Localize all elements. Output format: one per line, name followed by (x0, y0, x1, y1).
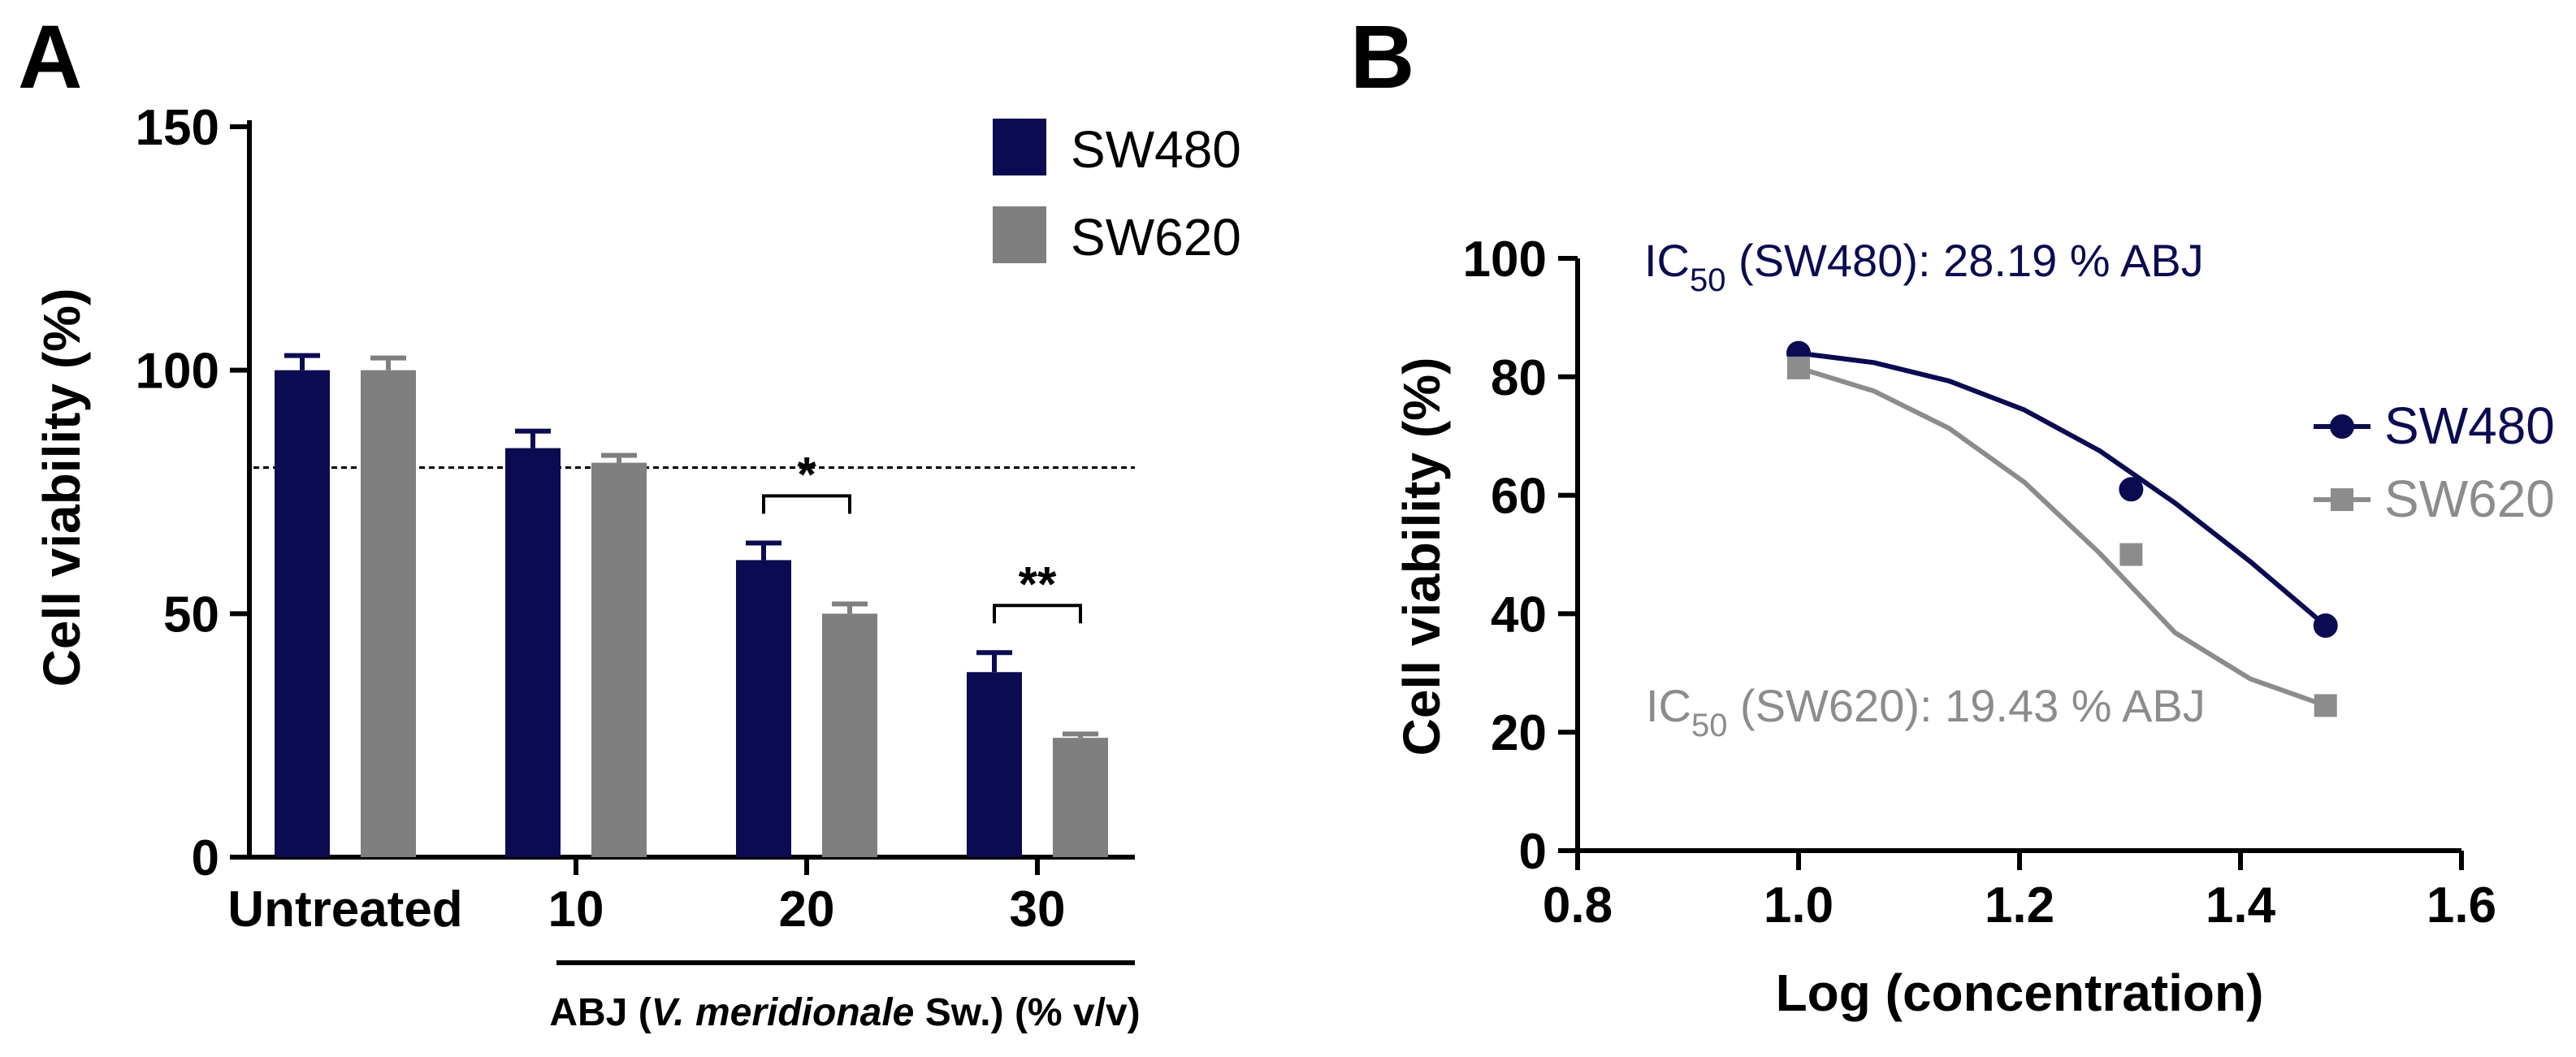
x-tick-label: 1.6 (2427, 877, 2496, 934)
y-tick-label: 20 (1491, 705, 1547, 761)
bar-sw480-20 (736, 560, 791, 857)
legend-label-b-sw480: SW480 (2384, 396, 2555, 455)
point-sw620 (2119, 543, 2143, 566)
y-tick-label: 60 (1491, 469, 1547, 525)
y-tick-label: 150 (136, 100, 219, 156)
legend-swatch-sw480 (993, 119, 1046, 175)
ic50-sw620-annotation: IC50 (SW620): 19.43 % ABJ (1646, 680, 2206, 743)
panel-b-y-label: Cell viability (%) (1392, 357, 1451, 756)
y-tick-label: 100 (136, 344, 219, 400)
y-tick-label: 80 (1491, 350, 1547, 406)
y-tick-label: 50 (163, 587, 219, 643)
panel-b-x-label: Log (concentration) (1776, 964, 2264, 1022)
point-sw620 (2314, 694, 2337, 717)
legend-marker-sw620 (2331, 488, 2353, 511)
legend-marker-sw480 (2330, 414, 2354, 439)
y-tick-label: 40 (1491, 587, 1547, 643)
x-tick-label: 30 (1010, 882, 1066, 938)
fit-curve-sw480 (1798, 350, 2327, 628)
legend-label-b-sw620: SW620 (2384, 470, 2555, 528)
x-tick-label: 1.2 (1985, 877, 2054, 934)
x-tick-label: 20 (779, 882, 835, 938)
bar-sw480-30 (967, 672, 1022, 857)
significance-bracket (762, 494, 851, 514)
significance-label: ** (1019, 557, 1057, 611)
legend-label-sw480: SW480 (1071, 120, 1241, 179)
panel-a-x-label: ABJ (V. meridionale Sw.) (% v/v) (549, 991, 1140, 1034)
x-tick-label: Untreated (227, 882, 462, 938)
point-sw620 (1787, 356, 1810, 379)
panel-b-line-chart: 0 20 40 60 80 100 0.8 1.0 1.2 1.4 1.6 Cell viabil… (1392, 232, 2555, 1022)
legend-label-sw620: SW620 (1071, 208, 1241, 266)
y-tick-label: 0 (192, 830, 219, 886)
legend-swatch-sw620 (993, 206, 1046, 263)
bar-sw620-10 (591, 462, 647, 857)
ic50-sw480-annotation: IC50 (SW480): 28.19 % ABJ (1644, 235, 2204, 298)
bar-sw480-10 (505, 448, 561, 857)
bar-sw620-30 (1053, 738, 1108, 857)
panel-label-b: B (1350, 7, 1414, 107)
x-tick-label: 0.8 (1543, 877, 1613, 934)
y-tick-label: 100 (1463, 232, 1547, 288)
x-tick-label: 1.4 (2206, 877, 2276, 934)
significance-bracket (993, 604, 1082, 624)
panel-label-a: A (18, 7, 82, 107)
significance-label: * (797, 447, 816, 501)
x-tick-label: 10 (548, 882, 604, 938)
x-tick-label: 1.0 (1764, 877, 1834, 934)
point-sw480 (2313, 613, 2338, 638)
point-sw480 (2119, 477, 2144, 502)
fit-curve-sw620 (1798, 366, 2327, 708)
bar-sw480-untreated (275, 370, 330, 858)
panel-a-y-label: Cell viability (%) (32, 288, 91, 687)
bar-sw620-20 (822, 613, 877, 857)
bar-sw620-untreated (361, 370, 416, 858)
y-tick-label: 0 (1519, 824, 1547, 880)
